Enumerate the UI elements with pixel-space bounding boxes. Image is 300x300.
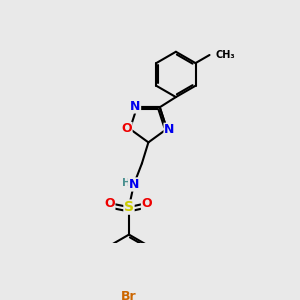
Text: O: O (142, 196, 152, 209)
Text: O: O (104, 196, 115, 209)
Text: N: N (129, 178, 139, 191)
Text: N: N (164, 123, 175, 136)
Text: O: O (122, 122, 132, 136)
Text: H: H (122, 178, 131, 188)
Text: CH₃: CH₃ (215, 50, 235, 60)
Text: Br: Br (121, 290, 137, 300)
Text: S: S (124, 200, 134, 214)
Text: N: N (130, 100, 140, 113)
